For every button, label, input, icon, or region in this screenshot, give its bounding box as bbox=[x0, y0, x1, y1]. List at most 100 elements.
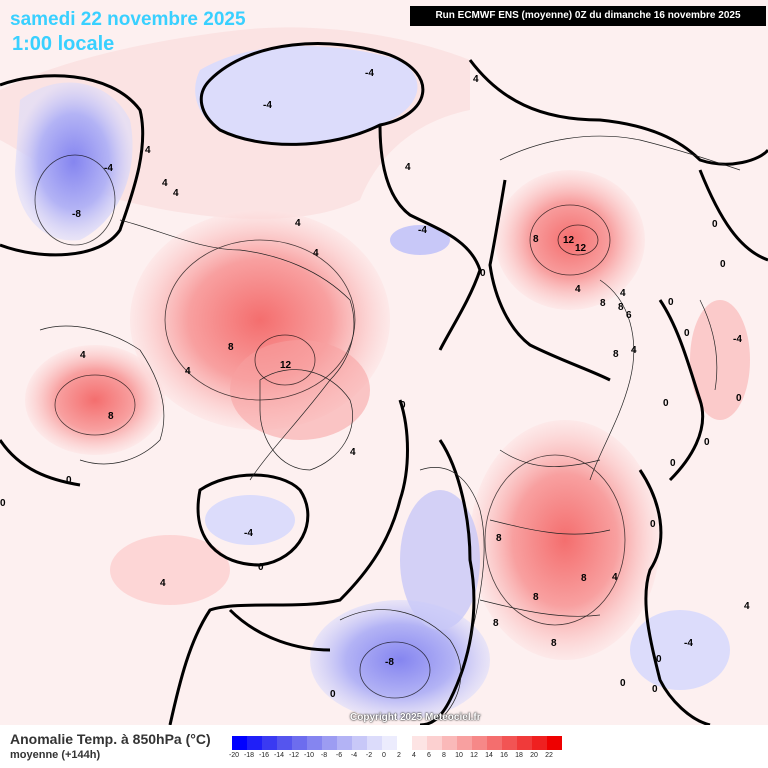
color-scale-tick-label: -12 bbox=[288, 752, 300, 759]
run-info-banner: Run ECMWF ENS (moyenne) 0Z du dimanche 1… bbox=[410, 6, 766, 26]
contour-label: -8 bbox=[385, 657, 394, 668]
warm-region-east-asia bbox=[690, 300, 750, 420]
contour-label: -4 bbox=[263, 100, 272, 111]
color-scale-swatch bbox=[502, 736, 517, 750]
contour-label: 4 bbox=[295, 218, 301, 229]
contour-label: 12 bbox=[563, 235, 575, 246]
color-scale-tick-label: 8 bbox=[442, 752, 446, 759]
contour-label: 0 bbox=[620, 678, 626, 689]
contour-label: 8 bbox=[228, 342, 234, 353]
color-scale-tick-label: -4 bbox=[350, 752, 358, 759]
contour-arctic-pacific bbox=[199, 42, 425, 146]
color-scale-swatch bbox=[307, 736, 322, 750]
color-scale-swatch bbox=[247, 736, 262, 750]
copyright-text: Copyright 2025 Meteociel.fr bbox=[350, 712, 481, 723]
contour-label: 8 bbox=[613, 349, 619, 360]
isoline-europe-8 bbox=[359, 641, 431, 699]
contour-alaska bbox=[0, 74, 145, 257]
contour-label: 4 bbox=[313, 248, 319, 259]
contour-label: 8 bbox=[108, 411, 114, 422]
contour-label: 6 bbox=[626, 310, 632, 321]
contour-label: 8 bbox=[551, 638, 557, 649]
coast-siberia bbox=[499, 135, 741, 171]
contour-label: 8 bbox=[493, 618, 499, 629]
contour-europe-east bbox=[419, 439, 476, 725]
coast-greenland bbox=[259, 369, 353, 471]
color-scale-swatch bbox=[322, 736, 337, 750]
contour-label: -4 bbox=[684, 638, 693, 649]
color-scale bbox=[232, 736, 562, 750]
contour-label: 4 bbox=[575, 284, 581, 295]
contour-atlantic-low bbox=[196, 473, 310, 567]
contour-siberia-north bbox=[468, 59, 768, 166]
color-scale-tick-label: -6 bbox=[335, 752, 343, 759]
warm-region-atlantic bbox=[110, 535, 230, 605]
contour-pacific-east bbox=[698, 169, 768, 262]
coast-usa bbox=[39, 325, 165, 465]
contour-label: -4 bbox=[733, 334, 742, 345]
color-scale-tick-label: 2 bbox=[397, 752, 401, 759]
contour-label: 0 bbox=[656, 654, 662, 665]
contour-label: 4 bbox=[631, 345, 637, 356]
color-scale-swatch bbox=[442, 736, 457, 750]
contour-label: 4 bbox=[162, 178, 168, 189]
color-scale-tick-label: 22 bbox=[545, 752, 553, 759]
isoline-canada-12 bbox=[254, 334, 316, 386]
color-scale-swatch bbox=[277, 736, 292, 750]
contour-atlantic bbox=[168, 399, 409, 725]
color-scale-swatch bbox=[337, 736, 352, 750]
color-scale-tick-label: -8 bbox=[320, 752, 328, 759]
color-scale-swatch bbox=[367, 736, 382, 750]
color-scale-swatch bbox=[532, 736, 547, 750]
contour-label: 4 bbox=[612, 572, 618, 583]
contour-label: 4 bbox=[145, 145, 151, 156]
color-scale-tick-label: -20 bbox=[228, 752, 240, 759]
contour-label: 0 bbox=[258, 562, 264, 573]
contour-polar bbox=[378, 124, 482, 351]
contour-label: 4 bbox=[620, 288, 626, 299]
contour-label: 0 bbox=[720, 259, 726, 270]
contour-label: 4 bbox=[744, 601, 750, 612]
contour-label: 12 bbox=[575, 243, 587, 254]
contour-label: -4 bbox=[365, 68, 374, 79]
coast-north-america bbox=[119, 219, 355, 481]
contour-label: 0 bbox=[670, 458, 676, 469]
contour-usa-west bbox=[0, 439, 81, 487]
color-scale-tick-label: 0 bbox=[382, 752, 386, 759]
color-scale-tick-label: 14 bbox=[485, 752, 493, 759]
cold-region-atlantic bbox=[205, 495, 295, 545]
contour-asia-south bbox=[638, 469, 711, 725]
isoline-usa-8 bbox=[54, 374, 136, 436]
isoline-siberia-8 bbox=[529, 204, 611, 276]
color-scale-ticks: -20 -18 -16 -14 -12 -10 -8 -6 -4 -2 0 2 4 6 8 10 12 14 16 1… bbox=[228, 752, 562, 764]
color-scale-tick-label: 12 bbox=[470, 752, 478, 759]
contour-north-africa bbox=[228, 608, 331, 652]
color-scale-swatch bbox=[427, 736, 442, 750]
contour-japan bbox=[658, 299, 705, 482]
coast-russia-east bbox=[589, 279, 635, 481]
color-scale-tick-label: -14 bbox=[273, 752, 285, 759]
contour-label: 4 bbox=[350, 447, 356, 458]
contour-labels: -4 -4 4 -4 -8 4 4 4 4 4 -4 0 8 12 12 0 0… bbox=[0, 68, 750, 700]
color-scale-tick-label: -2 bbox=[365, 752, 373, 759]
color-scale-swatch bbox=[262, 736, 277, 750]
contour-label: 0 bbox=[684, 328, 690, 339]
coast-europe bbox=[339, 609, 462, 721]
contour-label: 0 bbox=[400, 400, 406, 411]
color-scale-swatch bbox=[232, 736, 247, 750]
warm-region-greenland bbox=[230, 340, 370, 440]
isoline-siberia-12 bbox=[557, 224, 599, 256]
legend-title: Anomalie Temp. à 850hPa (°C) bbox=[10, 731, 211, 747]
color-scale-tick-label: 6 bbox=[427, 752, 431, 759]
cold-region-arctic-pacific bbox=[195, 46, 418, 145]
coast-scandinavia bbox=[419, 467, 485, 641]
contour-label: 4 bbox=[473, 74, 479, 85]
color-scale-swatch bbox=[352, 736, 367, 750]
contour-label: 0 bbox=[480, 268, 486, 279]
contour-label: 0 bbox=[652, 684, 658, 695]
color-scale-swatch bbox=[472, 736, 487, 750]
contour-label: 0 bbox=[663, 398, 669, 409]
coastlines bbox=[39, 135, 741, 721]
color-scale-swatch bbox=[457, 736, 472, 750]
